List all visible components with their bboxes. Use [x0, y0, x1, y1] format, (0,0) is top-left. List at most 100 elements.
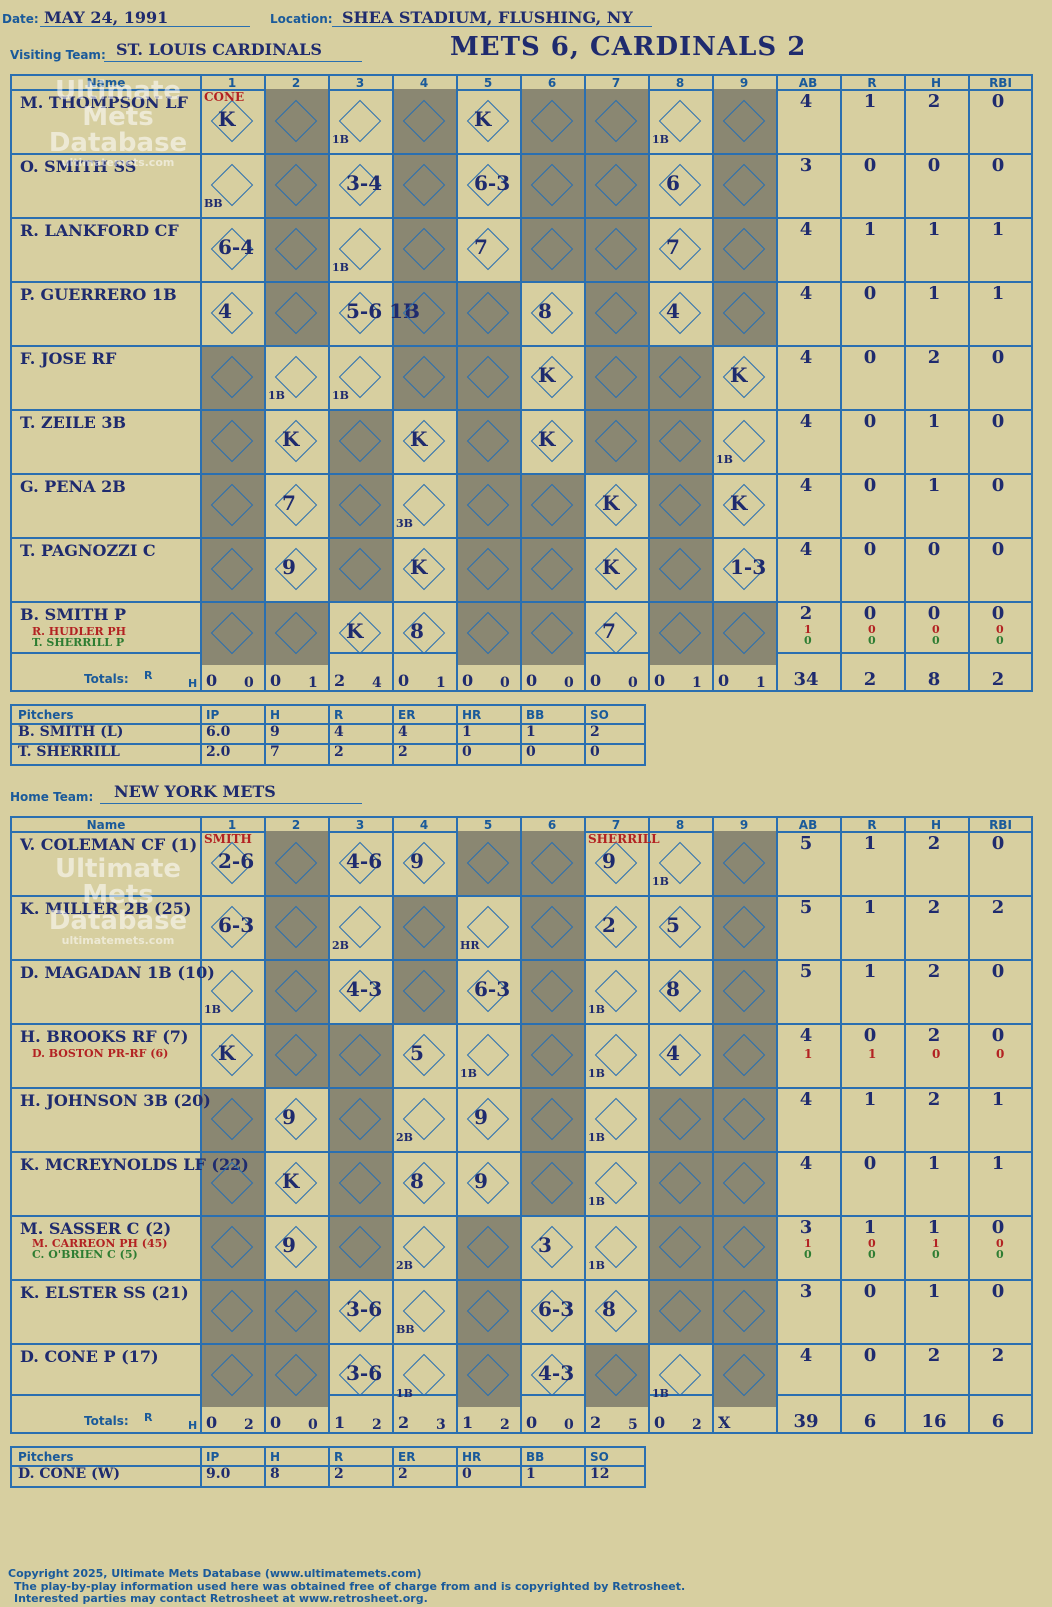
shaded-cell	[264, 153, 328, 217]
player-stat-h: 0	[927, 603, 941, 624]
shaded-cell	[648, 601, 712, 665]
column-header: 1	[227, 76, 237, 90]
shaded-cell	[328, 409, 392, 473]
shaded-cell	[328, 1215, 392, 1279]
inning-hits: 0	[244, 675, 254, 691]
column-header: 6	[547, 818, 557, 832]
inning-hits: 0	[628, 675, 638, 691]
shaded-cell	[520, 959, 584, 1023]
pitchers-column-header: BB	[526, 1450, 545, 1464]
play-notation: 5	[666, 913, 680, 937]
shaded-cell	[200, 1151, 264, 1215]
play-notation: 6-3	[474, 977, 511, 1001]
player-stat-rbi: 1	[991, 1089, 1005, 1110]
shaded-cell	[200, 473, 264, 537]
home-team-label: Home Team:	[10, 790, 94, 804]
play-notation: 9	[474, 1169, 488, 1193]
pitcher-stat: 1	[526, 724, 536, 740]
shaded-cell	[584, 409, 648, 473]
play-notation: 7	[602, 619, 616, 643]
play-notation: 4	[218, 299, 232, 323]
pitchers-column-header: H	[270, 708, 281, 722]
column-header: 5	[483, 76, 493, 90]
column-header: 5	[483, 818, 493, 832]
pitching-change-note: SHERRILL	[588, 832, 660, 846]
player-stat-r: 0	[863, 539, 877, 560]
inning-hits: 0	[308, 1417, 318, 1433]
player-stat-ab: 4	[799, 1089, 813, 1110]
play-notation: 1B	[588, 1195, 605, 1208]
play-notation: 7	[666, 235, 680, 259]
shaded-cell	[648, 537, 712, 601]
total-ab: 39	[793, 1411, 819, 1432]
player-stat-h: 2	[927, 833, 941, 854]
shaded-cell	[712, 959, 776, 1023]
shaded-cell	[264, 831, 328, 895]
play-notation: 8	[666, 977, 680, 1001]
player-stat-rbi: 0	[991, 347, 1005, 368]
play-notation: K	[218, 1041, 236, 1065]
substitute-name: M. CARREON PH (45)	[32, 1237, 168, 1250]
play-notation: K	[602, 491, 620, 515]
play-notation: 5	[410, 1041, 424, 1065]
shaded-cell	[200, 409, 264, 473]
play-notation: 1B	[652, 133, 669, 146]
shaded-cell	[648, 409, 712, 473]
shaded-cell	[520, 1087, 584, 1151]
total-rbi: 2	[991, 669, 1005, 690]
inning-runs: 0	[526, 1413, 538, 1432]
total-r: 2	[863, 669, 877, 690]
play-notation: 9	[282, 1233, 296, 1257]
inning-hits: 4	[372, 675, 382, 691]
player-stat-rbi: 0	[991, 603, 1005, 624]
column-header: RBI	[989, 818, 1012, 832]
shaded-cell	[712, 601, 776, 665]
play-notation: 5-6 1B	[346, 299, 420, 323]
player-stat-r: 0	[863, 603, 877, 624]
shaded-cell	[456, 537, 520, 601]
shaded-cell	[328, 473, 392, 537]
shaded-cell	[392, 153, 456, 217]
column-header: 9	[739, 818, 749, 832]
shaded-cell	[712, 895, 776, 959]
play-notation: 1B	[716, 453, 733, 466]
player-name: T. ZEILE 3B	[20, 413, 127, 432]
inning-hits: 3	[436, 1417, 446, 1433]
copyright-text: Copyright 2025, Ultimate Mets Database (…	[8, 1567, 422, 1580]
play-notation: 2B	[332, 939, 349, 952]
player-stat-h: 0	[927, 155, 941, 176]
game-location: SHEA STADIUM, FLUSHING, NY	[342, 8, 633, 27]
inning-hits: 1	[756, 675, 766, 691]
shaded-cell	[328, 1151, 392, 1215]
pitcher-name: D. CONE (W)	[18, 1466, 121, 1482]
play-notation: 1B	[652, 875, 669, 888]
player-name: M. THOMPSON LF	[20, 93, 188, 112]
shaded-cell	[648, 473, 712, 537]
player-stat-h: 2	[927, 961, 941, 982]
column-header: 4	[419, 818, 429, 832]
play-notation: K	[602, 555, 620, 579]
shaded-cell	[328, 537, 392, 601]
substitute-stat: 0	[804, 1248, 812, 1261]
pitchers-column-header: ER	[398, 1450, 416, 1464]
inning-hits: 2	[500, 1417, 510, 1433]
player-name: F. JOSE RF	[20, 349, 117, 368]
player-name: D. MAGADAN 1B (10)	[20, 963, 215, 982]
pitcher-stat: 2	[398, 744, 408, 760]
player-name: D. CONE P (17)	[20, 1347, 159, 1366]
player-stat-r: 1	[863, 219, 877, 240]
inning-runs: 2	[398, 1413, 410, 1432]
shaded-cell	[584, 153, 648, 217]
visiting-team-label: Visiting Team:	[10, 48, 106, 62]
shaded-cell	[520, 217, 584, 281]
player-stat-ab: 5	[799, 897, 813, 918]
player-stat-r: 0	[863, 1025, 877, 1046]
player-stat-r: 1	[863, 961, 877, 982]
play-notation: 1B	[396, 1387, 413, 1400]
player-stat-rbi: 1	[991, 1153, 1005, 1174]
player-stat-h: 0	[927, 539, 941, 560]
player-stat-h: 2	[927, 91, 941, 112]
pitcher-stat: 0	[462, 1466, 472, 1482]
pitchers-column-header: IP	[206, 1450, 220, 1464]
shaded-cell	[712, 153, 776, 217]
